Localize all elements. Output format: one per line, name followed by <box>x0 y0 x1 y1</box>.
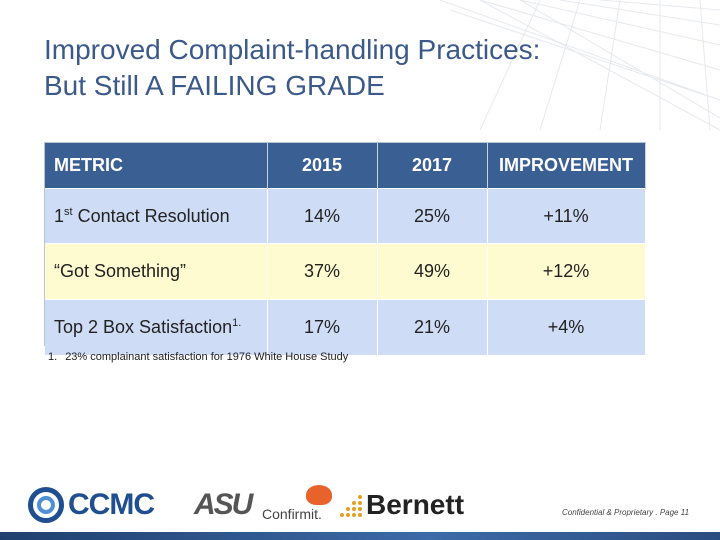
value-2017: 21% <box>377 299 488 355</box>
footnote-marker: 1. <box>232 317 242 329</box>
value-2017: 25% <box>377 188 488 244</box>
header-metric: METRIC <box>45 143 268 189</box>
title-line-1: Improved Complaint-handling Practices: <box>44 34 541 65</box>
ccmc-inner-ring-icon <box>37 496 55 514</box>
title-line-2: But Still A FAILING GRADE <box>44 70 385 101</box>
slide-title: Improved Complaint-handling Practices: B… <box>44 32 684 104</box>
ccmc-logo: CCMC <box>28 483 188 527</box>
confidential-footer: Confidential & Proprietary . Page 11 <box>562 508 690 517</box>
confirmit-mark-icon <box>306 485 332 505</box>
bernett-logo-text: Bernett <box>366 489 465 520</box>
bernett-logo: Bernett <box>340 483 500 527</box>
metrics-table: METRIC 2015 2017 IMPROVEMENT 1st Contact… <box>44 142 646 355</box>
bernett-dots-icon <box>340 495 362 517</box>
value-improvement: +4% <box>487 299 646 355</box>
ccmc-logo-text: CCMC <box>68 488 155 521</box>
header-improvement: IMPROVEMENT <box>487 143 646 189</box>
footnote-number: 1. <box>48 351 58 363</box>
confirmit-logo: Confirmit. <box>262 483 352 527</box>
value-improvement: +12% <box>487 243 646 300</box>
value-2015: 37% <box>267 243 378 300</box>
value-2015: 14% <box>267 188 378 244</box>
ccmc-ring-icon <box>28 487 64 523</box>
table-row: Top 2 Box Satisfaction1. 17% 21% +4% <box>45 299 646 355</box>
metric-cell: 1st Contact Resolution <box>45 188 268 244</box>
table-row: “Got Something” 37% 49% +12% <box>45 243 646 300</box>
value-improvement: +11% <box>487 188 646 244</box>
footnote-text: 23% complainant satisfaction for 1976 Wh… <box>65 351 349 363</box>
header-2015: 2015 <box>267 143 378 189</box>
metric-cell: “Got Something” <box>45 243 268 300</box>
value-2015: 17% <box>267 299 378 355</box>
confirmit-logo-text: Confirmit. <box>262 506 322 522</box>
bottom-bar <box>0 532 720 540</box>
value-2017: 49% <box>377 243 488 300</box>
metric-cell: Top 2 Box Satisfaction1. <box>45 299 268 355</box>
header-2017: 2017 <box>377 143 488 189</box>
table-header-row: METRIC 2015 2017 IMPROVEMENT <box>45 143 646 189</box>
partner-logos: CCMC ASU Confirmit. Bernett <box>28 483 498 527</box>
footnote: 1. 23% complainant satisfaction for 1976 … <box>48 351 348 363</box>
table-row: 1st Contact Resolution 14% 25% +11% <box>45 188 646 244</box>
asu-logo: ASU <box>194 488 253 521</box>
